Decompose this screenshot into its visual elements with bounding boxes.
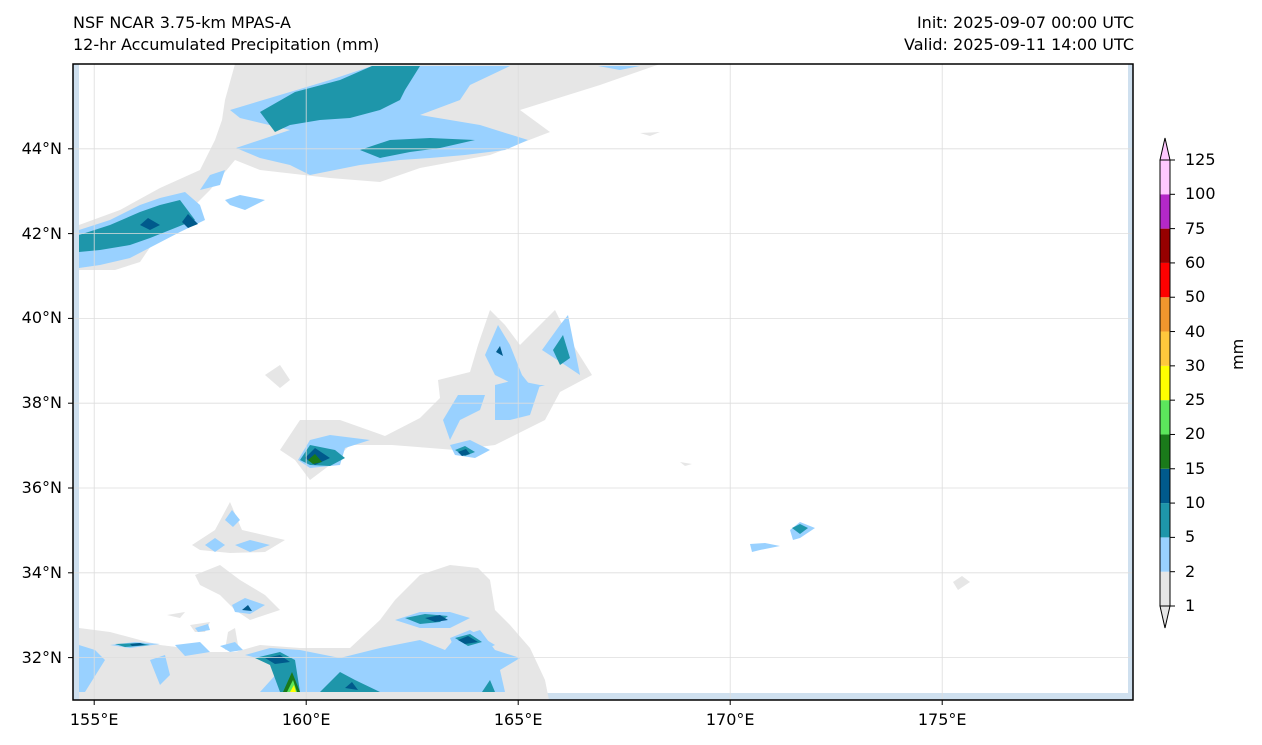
map-edge-left [73,64,79,700]
colorbar-unit: mm [1228,338,1247,370]
lat-label: 34°N [21,562,62,582]
colorbar-level-label: 60 [1185,252,1206,272]
time-info: Init: 2025-09-07 00:00 UTC Valid: 2025-0… [904,12,1134,56]
colorbar-level-label: 40 [1185,321,1206,341]
lat-label: 36°N [21,478,62,497]
map-title: NSF NCAR 3.75-km MPAS-A 12-hr Accumulate… [73,12,379,56]
colorbar-segment [1160,571,1170,606]
colorbar-segment [1160,331,1170,366]
gridlines [68,64,1133,705]
colorbar-segment [1160,537,1170,572]
colorbar-level-label: 50 [1185,287,1206,307]
lon-label: 155°E [69,710,119,729]
colorbar-frame [1159,159,1171,607]
colorbar-segment [1160,160,1170,195]
map-edge-bottom [73,693,1133,700]
colorbar-segment [1160,503,1170,538]
lon-label: 170°E [705,710,755,729]
map-frame [72,63,1134,701]
lon-label: 160°E [281,710,331,729]
colorbar-level-label: 15 [1185,458,1206,478]
colorbar-level-label: 2 [1185,561,1196,581]
colorbar-segment [1160,468,1170,504]
colorbar-segment [1160,434,1170,469]
lat-label: 40°N [21,308,62,328]
lon-label: 175°E [917,710,967,729]
colorbar-level-label: 1 [1185,596,1196,615]
precip-15plus-mm [283,454,322,692]
colorbar-segment [1160,194,1170,229]
colorbar-extend-max [1159,137,1171,161]
colorbar-segment [1160,400,1170,435]
map-edge-right [1128,64,1133,700]
map-panel [68,63,1134,705]
colorbar-level-label: 125 [1185,150,1216,169]
colorbar-segment [1160,262,1170,298]
colorbar-level-label: 100 [1185,184,1216,204]
lat-label: 44°N [21,138,62,158]
colorbar-segment [1160,297,1170,332]
colorbar-level-label: 75 [1185,218,1206,238]
lon-label: 165°E [493,710,543,729]
valid-time: Valid: 2025-09-11 14:00 UTC [903,35,1134,54]
colorbar [1159,137,1175,629]
precip-10-15mm [130,214,503,690]
colorbar-segment [1160,365,1170,401]
colorbar-segment [1160,228,1170,263]
init-time: Init: 2025-09-07 00:00 UTC [916,13,1134,32]
model-name: NSF NCAR 3.75-km MPAS-A [73,13,291,32]
field-name: 12-hr Accumulated Precipitation (mm) [73,35,380,54]
colorbar-extend-min [1159,605,1171,629]
colorbar-level-label: 25 [1185,390,1206,410]
lat-label: 42°N [21,223,62,243]
lat-label: 32°N [21,647,62,667]
colorbar-level-label: 30 [1185,355,1206,375]
lat-label: 38°N [21,393,62,413]
colorbar-level-label: 20 [1185,424,1206,444]
colorbar-level-label: 10 [1185,493,1206,513]
colorbar-level-label: 5 [1185,527,1196,547]
